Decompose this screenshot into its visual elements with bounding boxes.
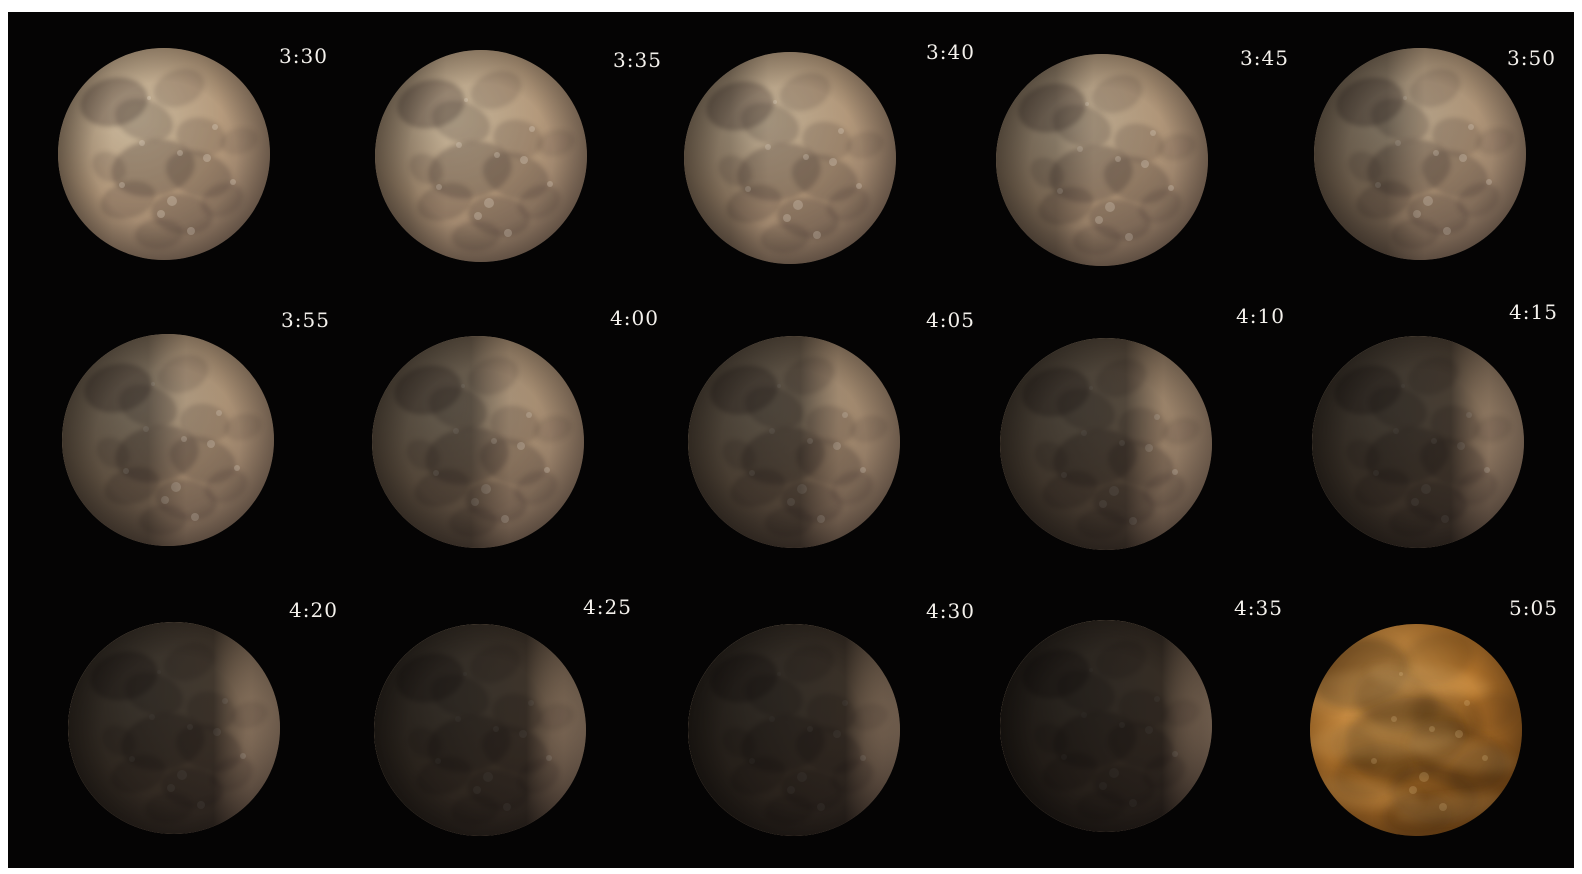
time-label: 4:35 [1234, 596, 1283, 620]
moon-disk [68, 622, 280, 834]
eclipse-frame: 5:05 [1260, 584, 1573, 868]
eclipse-frame: 4:15 [1260, 298, 1573, 583]
moon-disk [688, 336, 900, 548]
moon-disk [684, 52, 896, 264]
moon-image [1312, 46, 1528, 262]
moon-disk [996, 54, 1208, 266]
eclipse-frame: 4:20 [8, 584, 337, 868]
eclipse-frame: 4:25 [321, 584, 634, 868]
time-label: 4:30 [926, 599, 975, 623]
moon-image [372, 622, 588, 838]
eclipse-frame: 3:45 [947, 12, 1288, 297]
time-label: 3:40 [926, 40, 975, 64]
time-label: 4:25 [583, 595, 632, 619]
moon-image [373, 48, 589, 264]
moon-disk [62, 334, 274, 546]
time-label: 4:20 [289, 598, 338, 622]
moon-disk [1000, 338, 1212, 550]
moon-disk [375, 50, 587, 262]
moon-disk [1314, 48, 1526, 260]
moon-disk [372, 336, 584, 548]
time-label: 3:55 [281, 308, 330, 332]
moon-image [686, 334, 902, 550]
time-label: 4:05 [926, 308, 975, 332]
eclipse-frame: 3:55 [8, 298, 329, 583]
time-label: 3:50 [1507, 46, 1556, 70]
moon-image [998, 618, 1214, 834]
moon-disk [374, 624, 586, 836]
eclipse-frame: 4:10 [947, 298, 1284, 583]
moon-image [994, 52, 1210, 268]
eclipse-frame: 3:30 [8, 12, 327, 297]
eclipse-frame: 4:05 [634, 298, 974, 583]
moon-image [1310, 334, 1526, 550]
moon-image [686, 622, 902, 838]
moon-image [60, 332, 276, 548]
time-label: 4:15 [1509, 300, 1558, 324]
moon-image [66, 620, 282, 836]
time-label: 4:10 [1236, 304, 1285, 328]
moon-disk [58, 48, 270, 260]
moon-disk [688, 624, 900, 836]
eclipse-frame: 4:30 [634, 584, 974, 868]
moon-disk [1000, 620, 1212, 832]
time-label: 5:05 [1509, 596, 1558, 620]
moon-image [1308, 622, 1524, 838]
moon-disk [1310, 624, 1522, 836]
moon-image [56, 46, 272, 262]
time-label: 3:45 [1240, 46, 1289, 70]
time-label: 3:30 [279, 44, 328, 68]
moon-disk [1312, 336, 1524, 548]
time-label: 3:35 [613, 48, 662, 72]
time-label: 4:00 [610, 306, 659, 330]
eclipse-frame: 4:00 [321, 298, 658, 583]
eclipse-sequence-grid: 3:30 3:35 3:40 3:45 3:50 3:55 4:00 4:05 … [8, 12, 1574, 868]
eclipse-frame: 3:50 [1260, 12, 1573, 297]
moon-image [998, 336, 1214, 552]
eclipse-frame: 3:40 [634, 12, 974, 297]
eclipse-frame: 3:35 [321, 12, 661, 297]
moon-image [370, 334, 586, 550]
eclipse-frame: 4:35 [947, 584, 1282, 868]
moon-image [682, 50, 898, 266]
